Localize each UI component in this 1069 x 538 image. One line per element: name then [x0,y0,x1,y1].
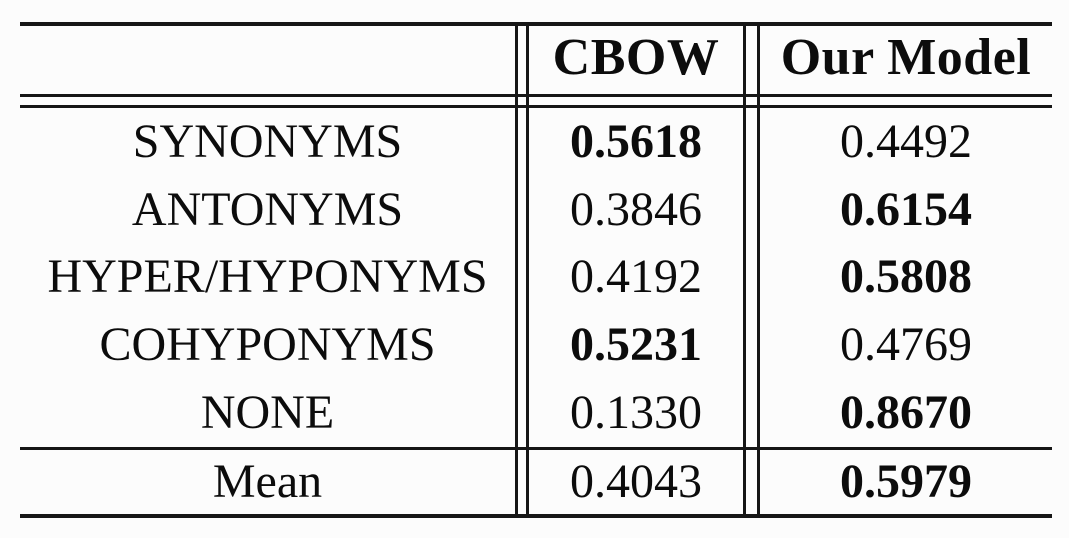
our-model-value: 0.4492 [840,114,972,168]
row-label: HYPER/HYPONYMS [47,250,488,304]
cbow-value: 0.3846 [570,182,702,236]
table-vrule-col1-right [526,22,529,518]
row-label: COHYPONYMS [99,318,436,372]
cbow-value: 0.5231 [570,318,702,372]
mean-row: Mean 0.4043 0.5979 [20,447,1052,514]
column-header-our-model: Our Model [780,29,1032,86]
table-row: HYPER/HYPONYMS 0.4192 0.5808 [20,244,1052,312]
table-row: COHYPONYMS 0.5231 0.4769 [20,311,1052,379]
mean-label: Mean [212,454,323,508]
cbow-value: 0.5618 [570,114,702,168]
row-label: SYNONYMS [132,114,403,168]
table-row: ANTONYMS 0.3846 0.6154 [20,176,1052,244]
table-rule-header-upper [20,94,1052,97]
our-model-value: 0.6154 [840,182,972,236]
row-label: ANTONYMS [131,182,404,236]
row-label: NONE [200,386,335,440]
cbow-value: 0.1330 [570,386,702,440]
table-rule-top [20,22,1052,26]
table-header-row: CBOW Our Model [20,22,1052,108]
table-body: SYNONYMS 0.5618 0.4492 ANTONYMS 0.3846 0… [20,108,1052,447]
table-rule-bottom [20,514,1052,518]
table-vrule-col1-left [515,22,518,518]
table-row: NONE 0.1330 0.8670 [20,379,1052,447]
mean-our-model-value: 0.5979 [840,454,972,508]
table-vrule-col2-left [743,22,746,518]
our-model-value: 0.4769 [840,318,972,372]
table-row: SYNONYMS 0.5618 0.4492 [20,108,1052,176]
table-vrule-col2-right [757,22,760,518]
results-table: CBOW Our Model SYNONYMS 0.5618 0.4492 AN… [20,22,1052,518]
our-model-value: 0.5808 [840,250,972,304]
column-header-cbow: CBOW [552,29,720,86]
table-rows: CBOW Our Model SYNONYMS 0.5618 0.4492 AN… [20,22,1052,518]
our-model-value: 0.8670 [840,386,972,440]
cbow-value: 0.4192 [570,250,702,304]
mean-cbow-value: 0.4043 [570,454,702,508]
table-rule-header-lower [20,105,1052,108]
table-rule-above-mean [20,447,1052,450]
